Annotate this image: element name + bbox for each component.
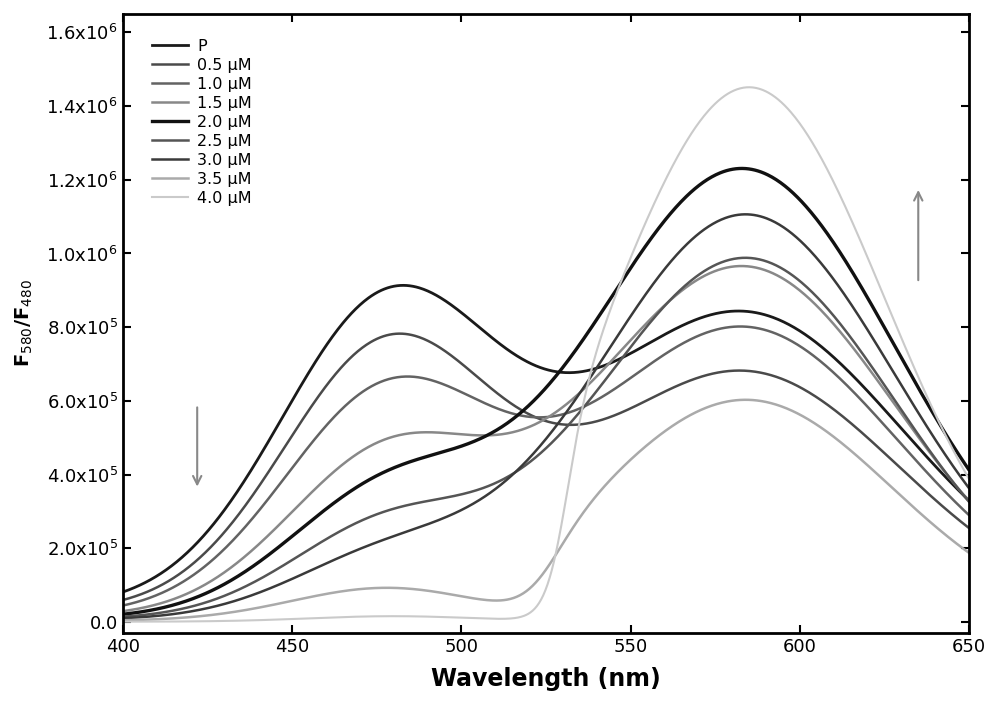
Y-axis label: F$_{580}$/F$_{480}$: F$_{580}$/F$_{480}$ [14,280,35,367]
X-axis label: Wavelength (nm): Wavelength (nm) [431,667,661,691]
Legend: P, 0.5 μM, 1.0 μM, 1.5 μM, 2.0 μM, 2.5 μM, 3.0 μM, 3.5 μM, 4.0 μM: P, 0.5 μM, 1.0 μM, 1.5 μM, 2.0 μM, 2.5 μ… [148,35,257,211]
